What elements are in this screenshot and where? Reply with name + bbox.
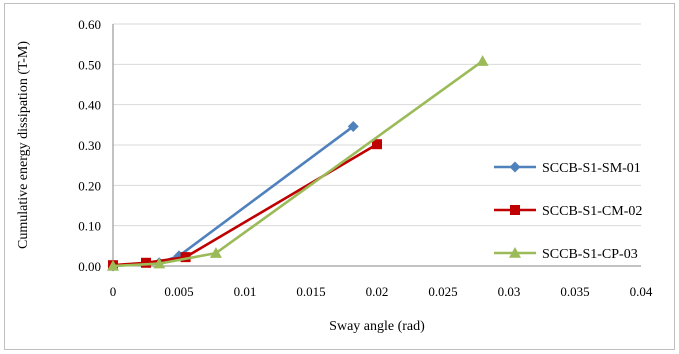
x-tick-label: 0.005 — [164, 284, 193, 299]
data-point-sccb-s1-cm-02 — [180, 252, 191, 263]
x-tick-label: 0 — [110, 284, 117, 299]
x-tick-label: 0.015 — [296, 284, 325, 299]
legend: SCCB-S1-SM-01 SCCB-S1-CM-02 SCCB-S1-CP-03 — [494, 161, 642, 262]
legend-item-sccb-s1-cp-03: SCCB-S1-CP-03 — [494, 247, 638, 262]
axes — [112, 24, 641, 267]
tick-labels: 0.00 0.10 0.20 0.30 0.40 0.50 0.60 0 0.005 0.01 0.… — [78, 17, 653, 299]
series-lines — [107, 55, 489, 272]
x-tick-label: 0.01 — [234, 284, 257, 299]
data-point-sccb-s1-cp-03 — [107, 260, 119, 271]
data-point-sccb-s1-cp-03 — [209, 247, 222, 258]
y-tick-label: 0.40 — [78, 98, 101, 113]
data-point-sccb-s1-cp-03 — [153, 257, 166, 269]
y-tick-label: 0.60 — [78, 17, 101, 32]
legend-marker — [509, 161, 521, 173]
legend-label: SCCB-S1-CM-02 — [542, 204, 642, 219]
data-point-sccb-s1-cp-03 — [476, 55, 489, 66]
legend-marker — [510, 205, 520, 215]
x-tick-label: 0.035 — [560, 284, 589, 299]
chart-frame: 0.00 0.10 0.20 0.30 0.40 0.50 0.60 0 0.005 0.01 0.… — [4, 3, 675, 350]
y-tick-label: 0.50 — [78, 57, 101, 72]
legend-item-sccb-s1-cm-02: SCCB-S1-CM-02 — [494, 204, 642, 219]
data-point-sccb-s1-cm-02 — [372, 139, 382, 150]
legend-label: SCCB-S1-CP-03 — [542, 247, 638, 262]
series-line-sccb-s1-cp-03 — [112, 60, 484, 268]
x-tick-label: 0.02 — [366, 284, 389, 299]
x-tick-label: 0.025 — [428, 284, 457, 299]
energy-dissipation-chart: 0.00 0.10 0.20 0.30 0.40 0.50 0.60 0 0.005 0.01 0.… — [16, 17, 653, 334]
x-tick-label: 0.03 — [498, 284, 521, 299]
y-tick-label: 0.20 — [78, 178, 101, 193]
data-point-sccb-s1-sm-01 — [347, 120, 359, 132]
y-tick-label: 0.10 — [78, 219, 101, 234]
x-tick-label: 0.04 — [630, 284, 653, 299]
series-line-sccb-s1-sm-01 — [112, 125, 354, 268]
gridlines — [113, 23, 641, 227]
y-tick-label: 0.00 — [78, 259, 101, 274]
legend-item-sccb-s1-sm-01: SCCB-S1-SM-01 — [494, 161, 641, 176]
legend-label: SCCB-S1-SM-01 — [542, 161, 641, 176]
y-tick-label: 0.30 — [78, 138, 101, 153]
series-line-sccb-s1-cm-02 — [112, 143, 378, 267]
y-axis-title: Cumulative energy dissipation (T-M) — [16, 41, 31, 249]
data-point-sccb-s1-cm-02 — [141, 257, 151, 268]
legend-marker — [509, 247, 521, 258]
x-axis-title: Sway angle (rad) — [329, 319, 425, 334]
